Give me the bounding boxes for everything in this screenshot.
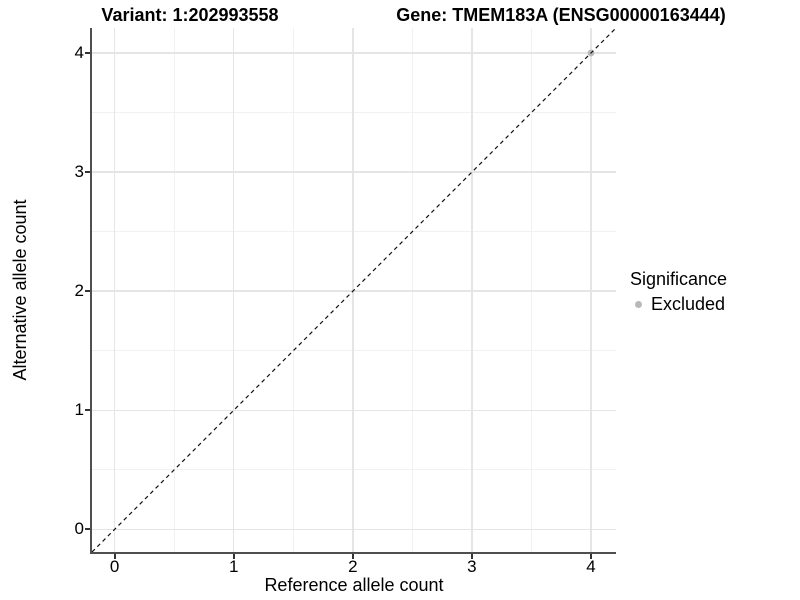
plot-panel xyxy=(90,28,616,554)
y-tick-label-1: 1 xyxy=(74,400,84,420)
x-tick-label-3: 3 xyxy=(467,557,477,576)
gridline-minor-y-1 xyxy=(92,350,616,352)
y-tick-mark-0 xyxy=(85,528,90,531)
x-tick-label-2: 2 xyxy=(348,557,358,576)
gridline-major-y-4 xyxy=(92,52,616,54)
x-tick-mark-0 xyxy=(113,554,116,559)
x-tick-mark-3 xyxy=(470,554,473,559)
gridline-major-y-1 xyxy=(92,409,616,412)
x-tick-label-1: 1 xyxy=(228,557,239,576)
plot-layer xyxy=(92,28,616,552)
plot-title-gene: Gene: TMEM183A (ENSG00000163444) xyxy=(396,5,726,25)
gridline-major-y-0 xyxy=(92,528,616,531)
y-tick-label-4: 4 xyxy=(74,43,84,62)
x-tick-mark-2 xyxy=(351,554,354,559)
y-tick-mark-2 xyxy=(85,290,90,293)
gridline-major-x-1 xyxy=(232,28,235,552)
x-tick-mark-1 xyxy=(232,554,235,559)
gridline-minor-x-1 xyxy=(292,28,294,552)
y-tick-mark-4 xyxy=(85,52,90,54)
legend-key xyxy=(630,296,646,312)
y-tick-label-3: 3 xyxy=(74,162,84,182)
y-tick-label-0: 0 xyxy=(74,519,84,539)
gridline-major-x-4 xyxy=(590,28,592,552)
gridline-minor-y-3 xyxy=(92,112,616,114)
gridline-minor-x-0 xyxy=(173,28,175,552)
gridline-minor-y-2 xyxy=(92,231,616,233)
gridline-major-y-2 xyxy=(92,290,616,292)
legend-title: Significance xyxy=(630,269,728,289)
gridline-minor-x-2 xyxy=(411,28,413,552)
x-tick-mark-4 xyxy=(589,554,592,559)
gridline-major-y-3 xyxy=(92,171,616,173)
x-tick-label-0: 0 xyxy=(109,557,120,576)
y-tick-label-2: 2 xyxy=(74,281,84,301)
gridline-minor-x-3 xyxy=(530,28,532,552)
gridline-major-x-0 xyxy=(113,28,116,552)
legend: Significance Excluded xyxy=(630,268,727,314)
gridline-major-x-3 xyxy=(471,28,473,552)
x-tick-label-4: 4 xyxy=(586,557,596,576)
x-axis-title: Reference allele count xyxy=(264,575,444,595)
y-tick-mark-3 xyxy=(85,171,90,174)
identity-line xyxy=(92,28,616,552)
gridline-minor-y-0 xyxy=(92,469,616,471)
y-tick-mark-1 xyxy=(85,409,90,412)
gridline-major-x-2 xyxy=(352,28,354,552)
legend-entry-label: Excluded xyxy=(651,294,726,314)
excluded-point-icon xyxy=(634,300,642,308)
y-axis-title: Alternative allele count xyxy=(10,199,30,381)
plot-title-variant: Variant: 1:202993558 xyxy=(101,5,279,25)
legend-entry-excluded: Excluded xyxy=(630,294,727,314)
